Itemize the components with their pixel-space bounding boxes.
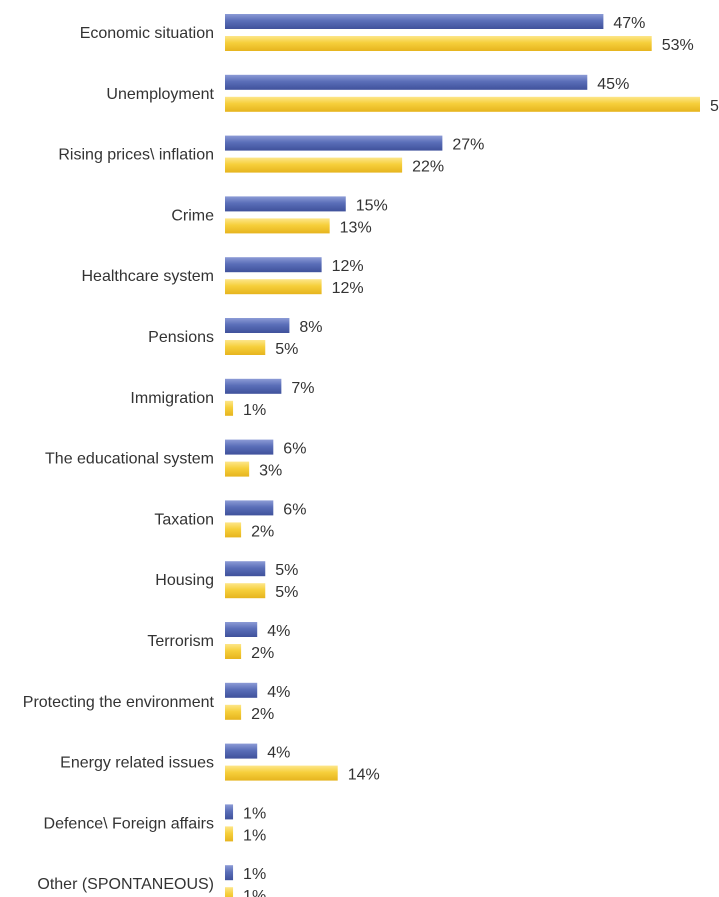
bar-series-1 bbox=[225, 135, 443, 151]
plot-area: Economic situation 47% 53% Unemployment 45% 5… bbox=[23, 14, 719, 897]
category-label: Housing bbox=[155, 572, 214, 589]
data-label-series-2: 2% bbox=[251, 706, 274, 723]
data-label-series-2: 12% bbox=[332, 280, 364, 297]
bar-series-1 bbox=[225, 561, 266, 577]
data-label-series-2: 1% bbox=[243, 827, 266, 844]
data-label-series-1: 1% bbox=[243, 866, 266, 883]
data-label-series-2: 5% bbox=[275, 584, 298, 601]
data-label-series-2: 2% bbox=[251, 645, 274, 662]
data-label-series-1: 5% bbox=[275, 562, 298, 579]
data-label-series-2: 3% bbox=[259, 463, 282, 480]
data-label-series-1: 6% bbox=[283, 501, 306, 518]
data-label-series-1: 12% bbox=[332, 258, 364, 275]
bar-series-1 bbox=[225, 500, 274, 516]
data-label-series-1: 4% bbox=[267, 623, 290, 640]
bar-series-1 bbox=[225, 196, 346, 212]
bar-series-1 bbox=[225, 682, 258, 698]
data-label-series-1: 1% bbox=[243, 805, 266, 822]
bar-series-1 bbox=[225, 74, 588, 90]
bar-series-2 bbox=[225, 765, 338, 781]
bar-series-2 bbox=[225, 218, 330, 234]
category-label: Unemployment bbox=[106, 86, 214, 103]
bar-series-2 bbox=[225, 583, 266, 599]
category-label: Immigration bbox=[130, 390, 214, 407]
category-label: Rising prices\ inflation bbox=[58, 147, 214, 164]
bar-series-2 bbox=[225, 279, 322, 295]
data-label-series-2: 1% bbox=[243, 888, 266, 897]
data-label-series-1: 8% bbox=[299, 319, 322, 336]
bar-series-2 bbox=[225, 461, 250, 477]
bar-series-2 bbox=[225, 826, 234, 842]
bar-series-2 bbox=[225, 644, 242, 659]
data-label-series-1: 45% bbox=[597, 76, 629, 93]
data-label-series-2: 59% bbox=[710, 98, 719, 115]
data-label-series-2: 2% bbox=[251, 523, 274, 540]
category-label: Crime bbox=[171, 207, 214, 224]
data-label-series-2: 5% bbox=[275, 341, 298, 358]
data-label-series-2: 14% bbox=[348, 767, 380, 784]
bar-series-2 bbox=[225, 340, 266, 355]
data-label-series-2: 13% bbox=[340, 219, 372, 236]
data-label-series-1: 47% bbox=[613, 15, 645, 32]
category-label: The educational system bbox=[45, 451, 214, 468]
bar-series-1 bbox=[225, 865, 234, 881]
bar-series-2 bbox=[225, 522, 242, 538]
category-label: Defence\ Foreign affairs bbox=[44, 815, 214, 832]
bar-series-2 bbox=[225, 400, 234, 416]
bar-series-1 bbox=[225, 378, 282, 394]
data-label-series-2: 22% bbox=[412, 159, 444, 176]
category-label: Healthcare system bbox=[82, 268, 215, 285]
bar-series-1 bbox=[225, 804, 234, 820]
bar-series-1 bbox=[225, 14, 604, 29]
bar-series-1 bbox=[225, 439, 274, 455]
category-label: Economic situation bbox=[80, 25, 214, 42]
data-label-series-1: 7% bbox=[291, 380, 314, 397]
data-label-series-1: 27% bbox=[452, 137, 484, 154]
bar-series-2 bbox=[225, 36, 652, 51]
category-label: Taxation bbox=[154, 511, 214, 528]
bar-series-1 bbox=[225, 622, 258, 637]
category-label: Pensions bbox=[148, 329, 214, 346]
category-label: Energy related issues bbox=[60, 755, 214, 772]
data-label-series-1: 4% bbox=[267, 684, 290, 701]
bar-series-2 bbox=[225, 96, 700, 112]
data-label-series-1: 4% bbox=[267, 745, 290, 762]
category-label: Terrorism bbox=[147, 633, 214, 650]
data-label-series-2: 1% bbox=[243, 402, 266, 419]
bar-series-2 bbox=[225, 704, 242, 720]
bar-series-2 bbox=[225, 157, 403, 173]
data-label-series-1: 6% bbox=[283, 441, 306, 458]
bar-series-2 bbox=[225, 887, 234, 897]
data-label-series-1: 15% bbox=[356, 197, 388, 214]
category-label: Other (SPONTANEOUS) bbox=[37, 876, 214, 893]
bar-series-1 bbox=[225, 743, 258, 759]
bar-series-1 bbox=[225, 318, 290, 333]
data-label-series-2: 53% bbox=[662, 37, 694, 54]
category-label: Protecting the environment bbox=[23, 694, 215, 711]
bar-series-1 bbox=[225, 257, 322, 273]
